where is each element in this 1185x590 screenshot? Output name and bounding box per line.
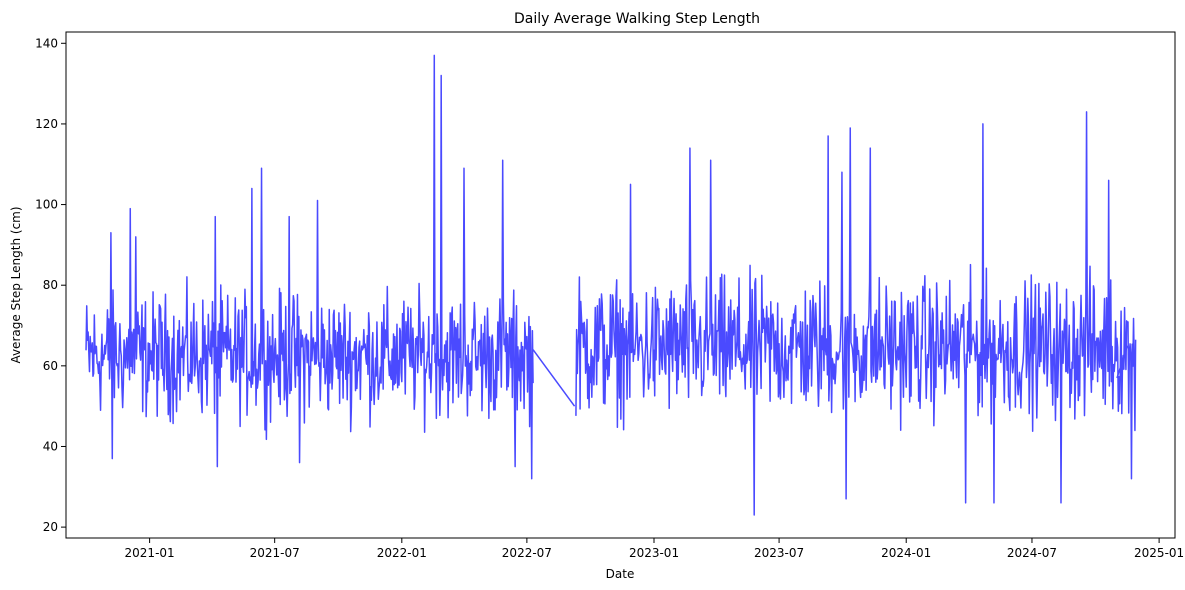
x-tick-label: 2023-01 bbox=[629, 546, 679, 560]
x-axis: 2021-01 2021-07 2022-01 2022-07 2023-01 2023-… bbox=[125, 538, 1184, 560]
y-tick-label: 80 bbox=[43, 278, 58, 292]
x-tick-label: 2024-07 bbox=[1007, 546, 1057, 560]
x-tick-label: 2025-01 bbox=[1134, 546, 1184, 560]
chart-title: Daily Average Walking Step Length bbox=[514, 11, 760, 27]
x-tick-label: 2022-07 bbox=[502, 546, 552, 560]
series-gap-connector bbox=[532, 349, 576, 407]
y-tick-label: 20 bbox=[43, 520, 58, 534]
x-tick-label: 2022-01 bbox=[377, 546, 427, 560]
y-tick-label: 140 bbox=[35, 36, 58, 50]
y-tick-label: 100 bbox=[35, 198, 58, 212]
series-group bbox=[85, 54, 1137, 516]
x-tick-label: 2021-07 bbox=[250, 546, 300, 560]
series-line-segment bbox=[575, 111, 1137, 516]
x-tick-label: 2021-01 bbox=[125, 546, 175, 560]
x-tick-label: 2023-07 bbox=[754, 546, 804, 560]
y-tick-label: 60 bbox=[43, 359, 58, 373]
x-tick-label: 2024-01 bbox=[881, 546, 931, 560]
y-axis-label: Average Step Length (cm) bbox=[9, 206, 23, 363]
x-axis-label: Date bbox=[606, 567, 635, 581]
y-tick-label: 120 bbox=[35, 117, 58, 131]
series-gap-connector bbox=[1116, 345, 1129, 379]
y-axis: 20 40 60 80 100 120 140 bbox=[35, 36, 66, 534]
series-line-segment bbox=[85, 54, 534, 480]
y-tick-label: 40 bbox=[43, 439, 58, 453]
